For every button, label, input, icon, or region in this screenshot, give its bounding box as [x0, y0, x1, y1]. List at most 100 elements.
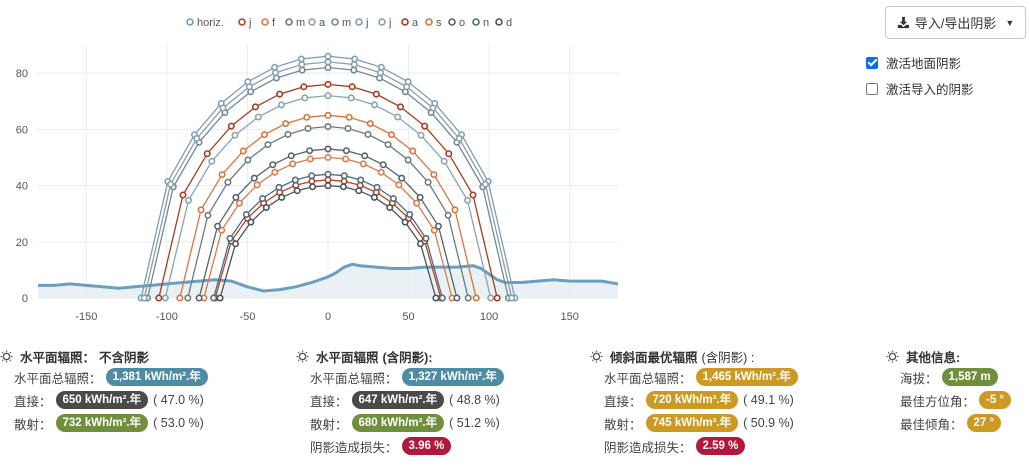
value-badge: 745 kWh/m².年: [645, 414, 739, 432]
sun-path-point: [438, 294, 446, 302]
legend-marker: [378, 18, 386, 26]
legend-marker: [261, 18, 269, 26]
info-label: 水平面总辐照：: [14, 371, 102, 386]
sun-path-point: [350, 60, 358, 68]
sun-path-point: [417, 131, 425, 139]
sun-path-point: [218, 226, 226, 234]
x-tick-label: -100: [156, 311, 178, 323]
sun-path-point: [304, 125, 312, 133]
panel-title-sub: (含阴影):: [382, 350, 433, 365]
caret-down-icon: ▼: [1005, 17, 1015, 28]
sun-path-point: [409, 147, 417, 155]
sun-path-point: [389, 195, 397, 203]
sun-path-point: [379, 161, 387, 169]
sun-path-point: [493, 294, 501, 302]
sun-path-point: [430, 226, 438, 234]
sun-path-point: [445, 150, 453, 158]
sun-path-point: [324, 182, 332, 190]
legend-label: d: [506, 17, 512, 29]
sun-icon: [0, 349, 13, 363]
sun-path-point: [345, 113, 353, 121]
sun-path-point: [404, 156, 412, 164]
sun-path-point: [179, 191, 187, 199]
sun-path-point: [253, 181, 261, 189]
sun-path-point: [219, 104, 227, 112]
sun-path-point: [287, 152, 295, 160]
legend-label: a: [319, 17, 326, 29]
value-badge: 1,381 kWh/m².年: [105, 368, 208, 386]
legend-marker: [308, 18, 316, 26]
sun-path-point: [244, 156, 252, 164]
sun-path-point: [348, 83, 356, 91]
download-icon: [897, 16, 909, 29]
sun-path-point: [340, 172, 348, 180]
sun-path-point: [184, 294, 192, 302]
panel-title-main: 倾斜面最优辐照: [610, 350, 698, 365]
sun-icon: [590, 349, 603, 363]
sun-path-point: [239, 147, 247, 155]
sun-path-point: [324, 145, 332, 153]
info-label: 阴影造成损失：: [310, 440, 398, 455]
sun-path-point: [429, 104, 437, 112]
x-tick-label: 100: [480, 311, 498, 323]
imported-shading-option[interactable]: 激活导入的阴影: [866, 79, 974, 98]
info-row: 散射： 732 kWh/m².年 ( 53.0 %): [0, 412, 208, 434]
legend-label: j: [248, 17, 251, 29]
sun-path-point: [155, 294, 163, 302]
sun-path-point: [394, 113, 402, 121]
y-tick-label: 80: [16, 68, 28, 80]
sun-path-point: [306, 155, 314, 163]
horizontal-irradiation-with-shading-panel: 水平面辐照 (含阴影): 水平面总辐照： 1,327 kWh/m².年 直接： 647 k…: [296, 347, 504, 457]
sun-path-point: [344, 125, 352, 133]
legend-marker: [331, 18, 339, 26]
sun-path-point: [214, 222, 222, 230]
sun-path-point: [309, 183, 317, 191]
sun-path-point: [340, 177, 348, 185]
legend-label: n: [483, 17, 489, 29]
sun-path-point: [298, 60, 306, 68]
legend-label: m: [296, 17, 305, 29]
sun-path-point: [161, 294, 169, 302]
sun-path-point: [424, 178, 432, 186]
info-row: 最佳倾角： 27 °: [886, 412, 1011, 434]
sun-path-point: [432, 294, 440, 302]
ground-shading-checkbox[interactable]: [866, 56, 878, 69]
sun-path-point: [218, 171, 226, 179]
sun-path-point: [324, 111, 332, 119]
sun-path-point: [271, 69, 279, 77]
info-row: 直接： 650 kWh/m².年 ( 47.0 %): [0, 389, 208, 411]
sun-path-point: [277, 101, 285, 109]
x-tick-label: 0: [325, 311, 331, 323]
legend-label: j: [365, 17, 368, 29]
ground-shading-label: 激活地面阴影: [886, 57, 962, 71]
ground-shading-option[interactable]: 激活地面阴影: [866, 53, 961, 72]
y-tick-label: 20: [16, 237, 28, 249]
imported-shading-checkbox[interactable]: [866, 82, 878, 95]
sun-path-point: [398, 174, 406, 182]
sun-path-point: [357, 176, 365, 184]
sun-path-point: [508, 294, 516, 302]
percentage-text: ( 50.9 %): [743, 416, 794, 430]
percentage-text: ( 51.2 %): [449, 416, 500, 430]
y-tick-label: 40: [16, 181, 28, 193]
info-label: 海拔：: [900, 371, 938, 386]
sun-path-point: [469, 191, 477, 199]
import-export-shading-button[interactable]: 导入/导出阴影 ▼: [885, 6, 1026, 39]
legend-marker: [472, 18, 480, 26]
panel-title: 倾斜面最优辐照 (含阴影) :: [590, 347, 798, 365]
sun-path-point: [260, 131, 268, 139]
info-label: 水平面总辐照：: [604, 371, 692, 386]
legend-marker: [448, 18, 456, 26]
value-badge: 1,465 kWh/m².年: [695, 368, 798, 386]
sun-path-point: [242, 211, 250, 219]
sun-path-point: [231, 131, 239, 139]
sun-path-point: [250, 174, 258, 182]
sun-path-point: [463, 196, 471, 204]
value-badge: -5 °: [979, 391, 1012, 409]
sun-path-point: [271, 168, 279, 176]
sun-path-point: [278, 193, 286, 201]
info-label: 散射：: [604, 417, 642, 432]
info-label: 最佳方位角：: [900, 394, 976, 409]
panel-title-sub: 不含阴影: [99, 350, 150, 365]
info-label: 散射：: [310, 417, 348, 432]
